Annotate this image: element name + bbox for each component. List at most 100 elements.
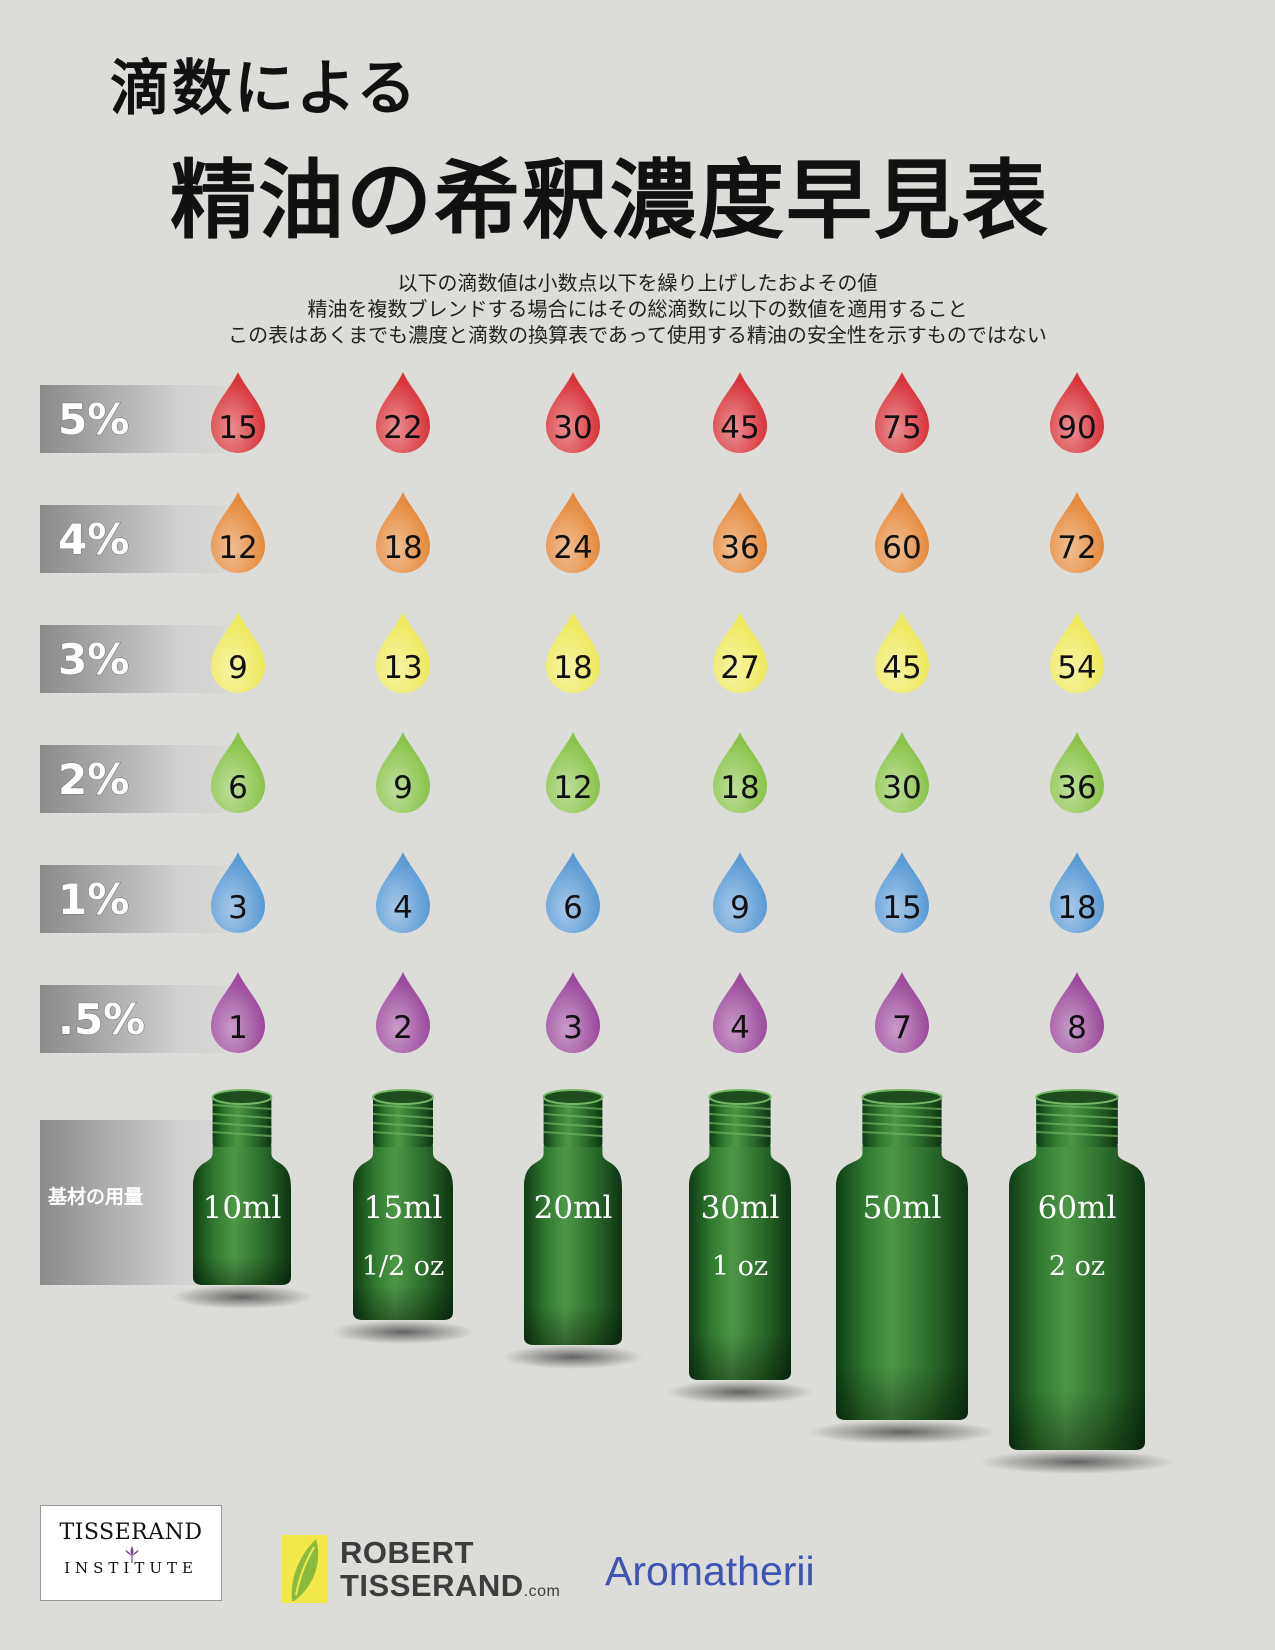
drop-shine	[1050, 612, 1104, 693]
drop-shine	[546, 972, 600, 1053]
drop-value-r1-c2: 24	[553, 530, 592, 566]
bottle-thread	[372, 1122, 434, 1128]
drop-shine	[211, 972, 265, 1053]
bottle-shadow	[666, 1380, 814, 1404]
drop-value-r3-c1: 9	[393, 770, 413, 806]
drop-value-r1-c4: 60	[882, 530, 921, 566]
drop-shine	[1050, 972, 1104, 1053]
drop-value-r3-c5: 36	[1057, 770, 1096, 806]
bottle-shadow	[171, 1285, 313, 1309]
drop-shine	[713, 612, 767, 693]
bottle-3: 30ml 1 oz	[666, 1089, 814, 1404]
bottle-0: 10ml	[171, 1089, 313, 1309]
bottle-shadow	[979, 1450, 1175, 1474]
bottle-thread	[212, 1131, 272, 1137]
bottle-thread	[709, 1113, 771, 1119]
bottle-thread	[862, 1122, 942, 1128]
flower-icon	[125, 1546, 139, 1563]
bottle-thread	[862, 1113, 942, 1119]
bottle-shadow	[331, 1320, 475, 1344]
bottle-thread	[212, 1122, 272, 1128]
bottle-mouth	[861, 1089, 943, 1105]
robert-tisserand-logo-line-2: TISSERAND.com	[340, 1568, 560, 1604]
drop-value-r1-c0: 12	[218, 530, 257, 566]
drop-shine	[713, 732, 767, 813]
robert-tisserand-logo-line-1: ROBERT	[340, 1535, 474, 1570]
bottle-shade	[836, 1145, 968, 1420]
bottle-5: 60ml 2 oz	[979, 1089, 1175, 1474]
drop-value-r3-c3: 18	[720, 770, 759, 806]
drop-value-r1-c1: 18	[383, 530, 422, 566]
title-line-2: 精油の希釈濃度早見表	[170, 151, 1050, 251]
drop-value-r2-c5: 54	[1057, 650, 1096, 686]
bottle-oz-1: 1/2 oz	[362, 1251, 445, 1282]
drop-value-r4-c1: 4	[393, 890, 413, 926]
bottle-thread	[862, 1104, 942, 1110]
row-label-2: 3%	[58, 635, 129, 684]
tisserand-institute-logo-text: TISSERAND	[59, 1520, 203, 1545]
drop-shine	[211, 732, 265, 813]
leaf-icon	[282, 1535, 328, 1603]
drop-shine	[1050, 372, 1104, 453]
drop-shine	[376, 492, 430, 573]
drop-shine	[875, 612, 929, 693]
drop-value-r5-c0: 1	[228, 1010, 248, 1046]
base-label: 基材の用量	[47, 1185, 143, 1208]
drop-value-r4-c4: 15	[882, 890, 921, 926]
bottle-shade	[193, 1145, 291, 1285]
bottle-volume-4: 50ml	[863, 1190, 942, 1226]
notes: 以下の滴数値は小数点以下を繰り上げしたおよその値 精油を複数ブレンドする場合には…	[0, 270, 1275, 348]
bottle-oz-3: 1 oz	[712, 1251, 768, 1282]
drop-shine	[713, 372, 767, 453]
drop-value-r3-c2: 12	[553, 770, 592, 806]
drop-shine	[875, 372, 929, 453]
drop-shine	[376, 372, 430, 453]
drop-value-r5-c1: 2	[393, 1010, 413, 1046]
drop-value-r0-c1: 22	[383, 410, 422, 446]
drop-shine	[546, 372, 600, 453]
note-line-2: 精油を複数ブレンドする場合にはその総滴数に以下の数値を適用すること	[307, 297, 968, 321]
drop-shine	[376, 852, 430, 933]
drop-value-r2-c3: 27	[720, 650, 759, 686]
robert-tisserand-logo-domain: .com	[523, 1583, 561, 1600]
drop-value-r0-c5: 90	[1057, 410, 1096, 446]
bottle-oz-5: 2 oz	[1049, 1251, 1105, 1282]
bottle-shade	[689, 1145, 791, 1380]
drop-shine	[875, 972, 929, 1053]
bottle-thread	[543, 1104, 603, 1110]
bottle-thread	[1036, 1131, 1118, 1137]
bottle-mouth	[211, 1089, 273, 1105]
drop-shine	[875, 852, 929, 933]
bottle-thread	[709, 1104, 771, 1110]
bottle-thread	[372, 1113, 434, 1119]
drop-value-r2-c0: 9	[228, 650, 248, 686]
drop-shine	[1050, 732, 1104, 813]
bottle-thread	[709, 1131, 771, 1137]
drop-shine	[875, 492, 929, 573]
bottle-thread	[862, 1131, 942, 1137]
bottle-volume-1: 15ml	[364, 1190, 443, 1226]
drop-value-r5-c5: 8	[1067, 1010, 1087, 1046]
drop-shine	[1050, 492, 1104, 573]
bottle-thread	[372, 1104, 434, 1110]
drop-value-r4-c2: 6	[563, 890, 583, 926]
bottle-mouth	[542, 1089, 604, 1105]
drop-value-r1-c5: 72	[1057, 530, 1096, 566]
row-label-0: 5%	[58, 395, 129, 444]
drop-shine	[546, 612, 600, 693]
row-label-1: 4%	[58, 515, 129, 564]
bottle-shadow	[502, 1345, 644, 1369]
drop-shine	[376, 732, 430, 813]
drop-value-r2-c2: 18	[553, 650, 592, 686]
bottle-thread	[1036, 1122, 1118, 1128]
tisserand-institute-logo-subtext: INSTITUTE	[64, 1559, 198, 1577]
drop-shine	[211, 612, 265, 693]
bottle-volume-0: 10ml	[203, 1190, 282, 1226]
drop-shine	[376, 612, 430, 693]
aromatherii-logo: Aromatherii	[605, 1548, 815, 1594]
drop-shine	[713, 492, 767, 573]
bottle-volume-3: 30ml	[701, 1190, 780, 1226]
bottle-mouth	[708, 1089, 772, 1105]
drop-value-r5-c2: 3	[563, 1010, 583, 1046]
drop-value-r2-c4: 45	[882, 650, 921, 686]
